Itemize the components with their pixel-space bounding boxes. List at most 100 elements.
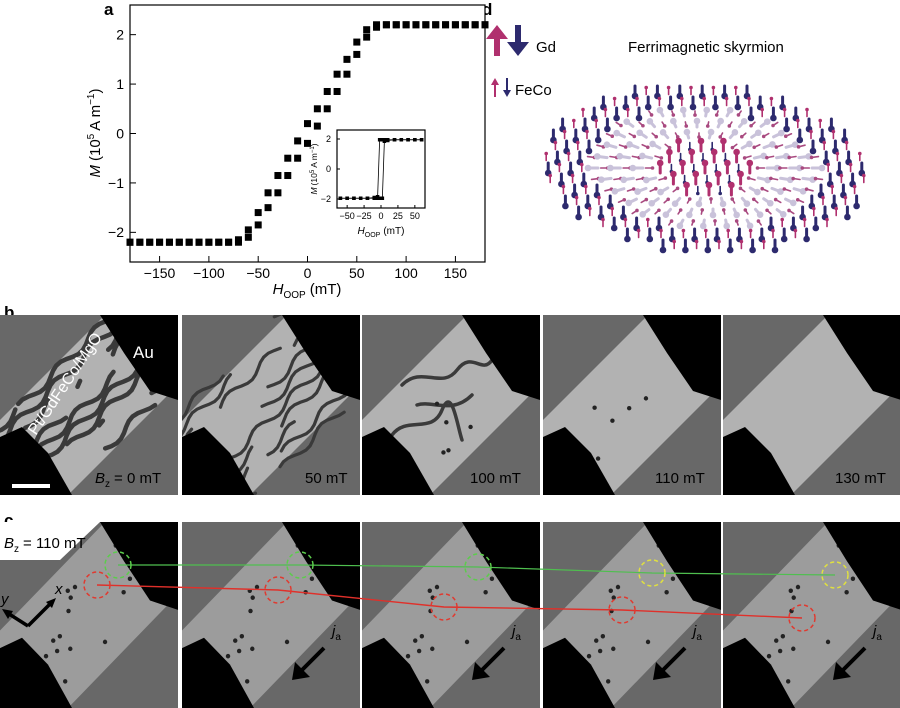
spin-arrow-head — [779, 211, 787, 218]
current-arrow-head — [472, 662, 490, 680]
domain-stripe — [102, 402, 158, 451]
electrode — [723, 427, 795, 495]
spin-arrow-head — [663, 176, 668, 180]
field-symbol: B — [95, 470, 105, 487]
skyrmion-dot — [464, 639, 470, 645]
spin-arrow-head — [719, 200, 727, 208]
spin-arrow-head — [791, 141, 799, 149]
current-subscript: a — [876, 632, 882, 643]
spin-arrow-head — [634, 188, 641, 195]
spin-arrow-head — [659, 246, 667, 254]
spin-arrow-head — [766, 199, 774, 207]
data-point — [215, 238, 223, 246]
data-point — [392, 21, 400, 29]
micrograph — [723, 522, 900, 708]
spin-arrow-head — [612, 96, 617, 101]
spin-arrow-head — [603, 141, 611, 149]
skyrmion-dot — [597, 648, 603, 654]
skyrmion-dot — [791, 646, 796, 652]
current-arrow — [839, 646, 867, 674]
field-label: 110 mT — [655, 470, 705, 487]
spin-arrow-head — [607, 164, 614, 172]
spin-arrow-head — [746, 140, 753, 148]
spin-arrow-head — [749, 246, 756, 254]
spin-arrow-head — [697, 137, 705, 145]
skyrmion-dot — [643, 396, 649, 401]
spin-arrow-head — [594, 153, 601, 160]
spin-arrow-head — [843, 195, 848, 200]
electrode — [182, 427, 254, 495]
spin-arrow-head — [693, 113, 697, 117]
data-point — [353, 50, 361, 58]
field-label: Bz = 0 mT — [95, 470, 161, 490]
current-arrow-head — [653, 662, 671, 680]
spin-arrow-head — [789, 199, 797, 207]
spin-arrow-head — [646, 118, 654, 125]
spin-arrow-head — [580, 162, 584, 167]
spin-arrow-head — [734, 103, 742, 111]
spin-arrow-head — [666, 148, 673, 156]
spin-arrow-head — [694, 239, 699, 244]
spin-arrow-head — [787, 208, 791, 213]
skyrmion-dot — [250, 595, 255, 600]
x-axis-symbol: H — [273, 281, 284, 298]
spin-arrow-head — [780, 217, 784, 222]
spin-arrow-head — [603, 107, 608, 112]
skyrmion-dot — [645, 639, 651, 645]
data-point — [284, 172, 292, 180]
spin-arrow-head — [752, 145, 757, 150]
spin-arrow-head — [743, 200, 751, 207]
spin-arrow-head — [765, 208, 769, 213]
current-subscript: a — [696, 632, 702, 643]
current-subscript: a — [335, 632, 341, 643]
spin-arrow-head — [749, 123, 753, 128]
panel-label: b — [4, 303, 14, 322]
spin-arrow-head — [770, 114, 777, 122]
current-symbol: j — [330, 623, 336, 640]
spin-arrow-head — [686, 211, 693, 219]
legend-feco: FeCo — [515, 82, 552, 99]
spin-arrow-head — [610, 134, 615, 139]
current-label: ja — [691, 623, 702, 643]
spin-arrow-head — [572, 118, 576, 123]
skyrmion-dot — [434, 584, 440, 590]
electrode — [723, 637, 795, 708]
spin-arrow-head — [676, 222, 684, 230]
spin-arrow-head — [733, 148, 740, 156]
micrograph — [723, 315, 900, 495]
spin-arrow-head — [604, 125, 611, 133]
current-arrow — [298, 646, 326, 674]
skyrmion-dot — [121, 589, 126, 595]
track-line — [118, 564, 836, 576]
spin-arrow-head — [805, 107, 809, 112]
axis-x-label: x — [54, 581, 63, 598]
skyrmion-dot — [594, 638, 599, 643]
spin-arrow-head — [626, 141, 633, 148]
spin-arrow-head — [756, 211, 764, 218]
domain-stripe — [390, 400, 464, 442]
spin-arrow-head — [739, 239, 744, 244]
field-value: = 0 mT — [114, 470, 161, 487]
skyrmion-dot — [611, 595, 616, 600]
data-point — [392, 138, 397, 142]
spin-arrow-head — [742, 156, 747, 160]
data-point — [402, 21, 410, 29]
spin-arrow-head — [727, 124, 732, 128]
track-circle — [788, 604, 816, 632]
spin-arrow-head — [653, 186, 658, 191]
data-point — [146, 238, 154, 246]
skyrmion-dot — [489, 576, 495, 582]
spin-arrow-head — [671, 200, 679, 207]
spin-arrow-head — [778, 166, 782, 170]
spin-arrow-head — [610, 206, 614, 211]
spin-arrow-head — [800, 166, 805, 170]
x-tick-label: −50 — [246, 265, 270, 281]
skyrmion-dot — [419, 633, 425, 639]
spin-arrow-head — [693, 117, 701, 125]
field-value: = 110 mT — [23, 535, 86, 552]
electrode — [100, 522, 178, 610]
spin-arrow-head — [624, 235, 631, 243]
spin-arrow-head — [641, 123, 645, 128]
spin-arrow-head — [804, 187, 809, 191]
